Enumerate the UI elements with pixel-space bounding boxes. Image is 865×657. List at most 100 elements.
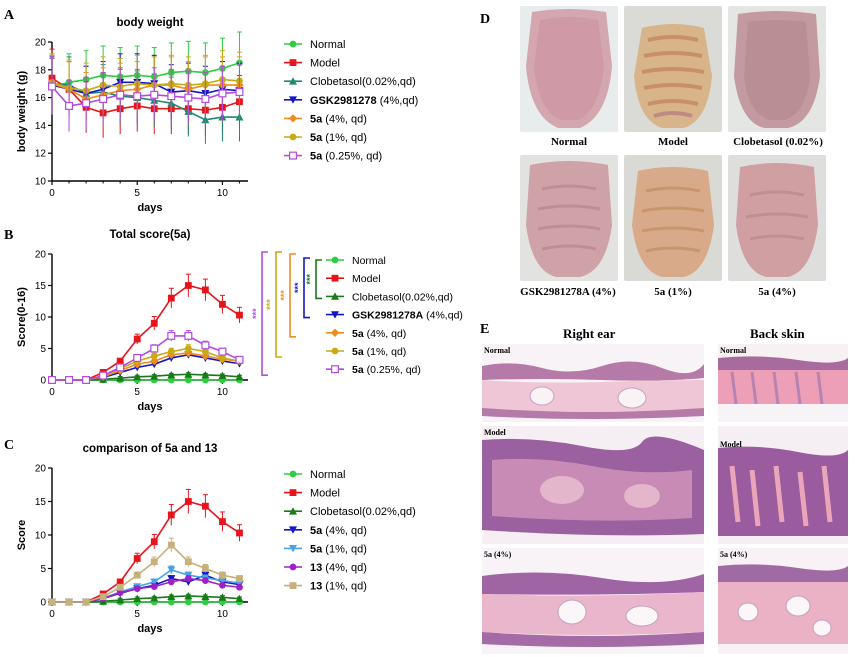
y-tick-label: 15 [35,281,47,292]
series-2 [48,54,244,144]
legend-label-rest: (4%,qd) [377,95,419,107]
histology-back-5a [718,548,848,654]
legend-label: 13 (4%, qd) [310,562,367,574]
legend-marker [330,328,340,337]
chart-title: comparison of 5a and 13 [83,443,218,455]
x-tick-label: 10 [217,609,229,620]
histology-title-back-skin: Back skin [750,326,805,341]
data-point [116,583,124,591]
series-line [51,81,240,95]
data-point [201,286,209,294]
legend-marker [289,151,298,160]
data-point [167,331,176,340]
series-5 [48,344,243,384]
photo-5a-1 [624,155,722,281]
significance-label: *** [251,308,261,319]
legend-marker [289,40,297,48]
data-point [218,593,227,601]
legend-label-rest: (0.25%, qd) [322,151,382,163]
data-point [184,345,192,352]
x-tick-label: 5 [134,188,140,199]
data-point [219,518,226,525]
data-point [201,502,209,510]
panel-letter-d: D [480,12,491,27]
data-point [167,592,176,601]
data-point [167,511,175,519]
legend-label: Clobetasol(0.02%,qd) [310,506,416,518]
histology-label-ear-5a: 5a (4%) [484,550,512,559]
data-point [48,598,56,606]
data-point [184,93,193,102]
data-point [219,581,226,589]
data-point [184,370,193,378]
legend-marker [289,507,297,515]
legend-entry: Clobetasol(0.02%,qd) [284,76,416,88]
data-point [235,594,244,603]
legend-label-rest: (1%, qd) [322,581,367,593]
data-point [236,575,243,582]
histology-ear-normal [482,344,704,422]
histology-back-normal [718,344,848,422]
legend-entry: 5a (0.25%, qd) [284,151,382,163]
data-point [219,354,226,362]
series-line [52,373,240,381]
data-point [116,357,124,365]
legend-label-bold: 5a [352,346,364,358]
data-point [235,355,244,364]
histology-label-ear-normal: Normal [484,346,511,355]
data-point [99,94,108,103]
legend-marker [289,526,297,534]
legend-marker [331,365,340,374]
data-point [116,363,125,372]
photo-label-clobetasol: Clobetasol (0.02%) [733,136,823,148]
legend-label: 13 (1%, qd) [310,581,367,593]
legend-label: 5a (4%, qd) [352,328,406,340]
legend-entry: Model [326,273,381,285]
data-point [116,595,125,604]
data-point [47,376,56,385]
y-tick-label: 18 [35,65,47,76]
series-line [52,543,240,603]
data-point [133,585,141,592]
legend-entry: 13 (1%, qd) [284,581,367,593]
series-0 [48,31,243,115]
legend-entry: 5a (4%, qd) [326,328,406,340]
data-point [116,578,124,586]
data-point [133,92,142,101]
data-point [184,282,192,289]
data-point [133,353,142,362]
y-tick-label: 5 [40,564,46,575]
legend-label-bold: 5a [310,132,323,144]
chart-body-weight: body weight 10 12 14 16 18 20 0 5 10 days body weig… [16,17,418,214]
data-point [150,372,159,380]
significance-bracket: *** [305,259,322,300]
legend-marker [289,59,297,66]
photo-label-5a-1: 5a (1%) [654,286,692,298]
data-point [116,90,125,99]
data-point [82,376,91,385]
data-point [133,555,141,562]
legend-marker [289,77,297,85]
legend-label: GSK2981278A (4%,qd) [352,310,463,322]
data-point [150,319,158,327]
y-axis-label: body weight (g) [16,71,28,153]
y-tick-label: 12 [35,149,47,160]
legend-entry: 5a (1%, qd) [326,346,406,358]
legend-label: Normal [352,255,386,267]
y-tick-label: 15 [35,497,47,508]
y-tick-label: 0 [40,376,46,387]
bracket-line [303,257,310,319]
legend-entry: Clobetasol(0.02%,qd) [326,291,453,303]
legend-label-bold: GSK2981278 [310,95,377,107]
legend-label-bold: 13 [310,581,322,593]
chart-comparison: comparison of 5a and 13 0 5 10 15 20 0 5 10 days S… [16,443,416,635]
data-point [235,88,244,97]
data-point [201,348,209,356]
series-2 [48,370,244,384]
legend-marker [331,274,339,282]
series-3 [48,571,244,606]
data-point [201,341,210,350]
y-tick-label: 20 [35,38,47,49]
significance-label: *** [265,299,275,310]
legend-label: GSK2981278 (4%,qd) [310,95,418,107]
